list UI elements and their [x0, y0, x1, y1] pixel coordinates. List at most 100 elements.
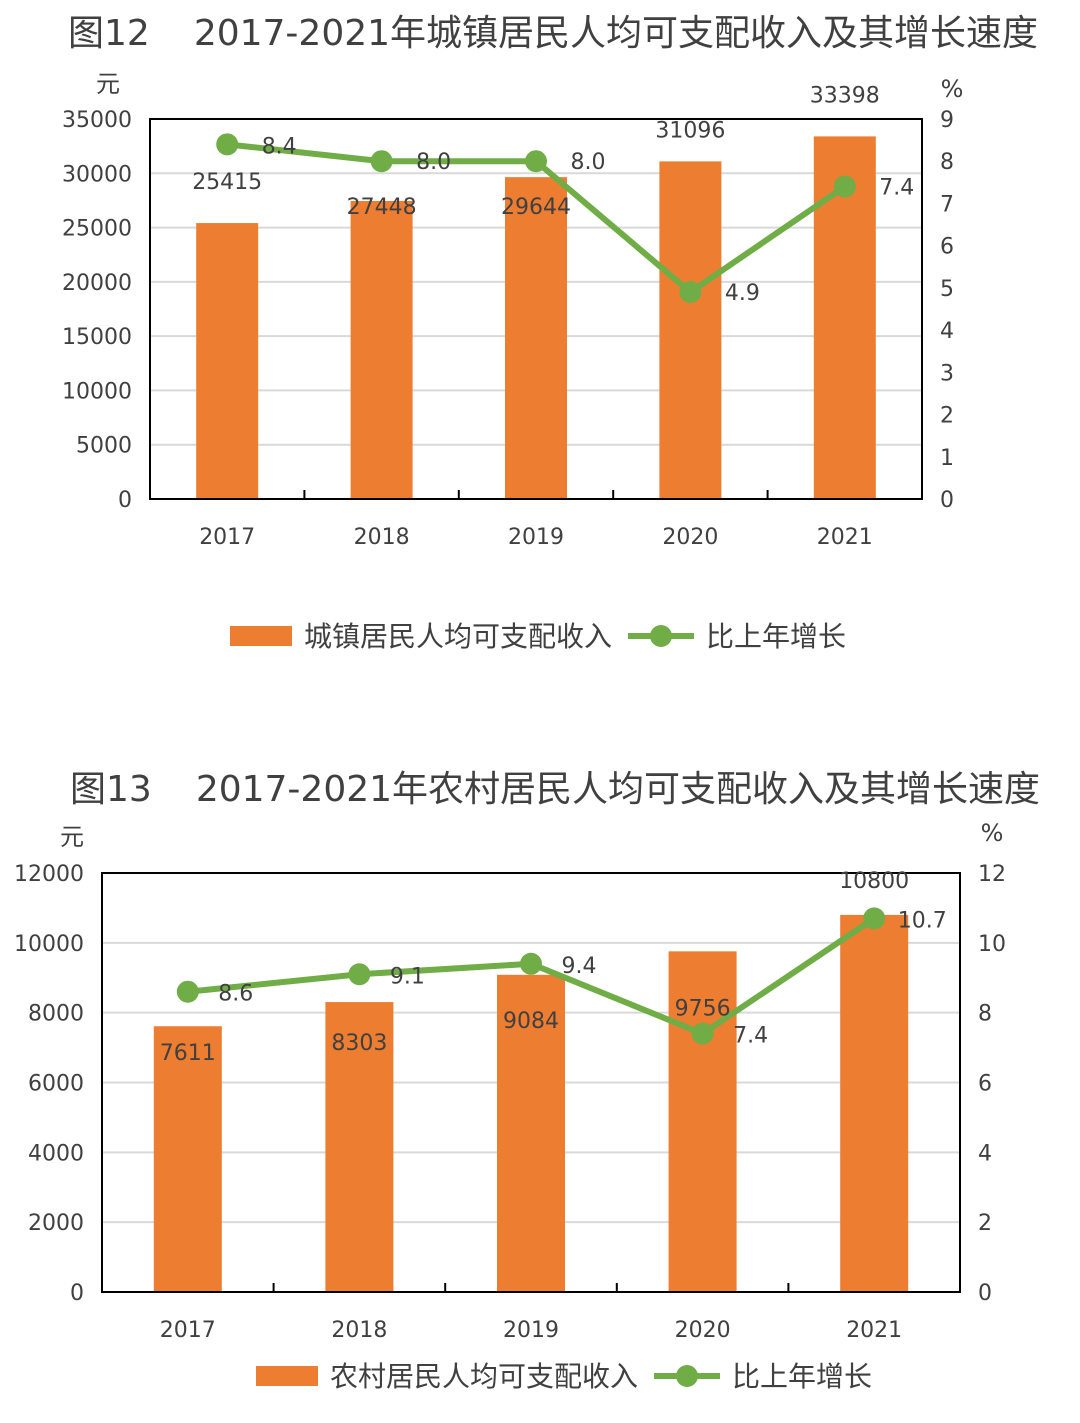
right-tick-label: 5	[940, 277, 954, 302]
legend-bar-swatch	[230, 626, 292, 646]
bar-value-label: 8303	[331, 1031, 387, 1056]
bar-value-label: 29644	[501, 195, 571, 220]
right-tick-label: 2	[940, 404, 954, 429]
growth-point-2021	[833, 175, 856, 198]
chart-1-number: 图12	[68, 13, 150, 54]
left-tick-label: 20000	[62, 271, 132, 296]
right-tick-label: 0	[940, 488, 954, 513]
x-tick-label: 2019	[503, 1318, 559, 1343]
left-tick-label: 30000	[62, 162, 132, 187]
growth-value-label: 8.0	[571, 150, 606, 175]
right-tick-label: 8	[978, 1002, 992, 1027]
growth-value-label: 8.6	[218, 982, 253, 1007]
legend-bar-label: 农村居民人均可支配收入	[330, 1360, 638, 1393]
left-tick-label: 0	[70, 1281, 84, 1306]
growth-value-label: 9.1	[390, 964, 425, 989]
bar-value-label: 31096	[655, 118, 725, 143]
growth-value-label: 8.0	[416, 150, 451, 175]
bar-value-label: 27448	[347, 195, 417, 220]
growth-value-label: 8.4	[262, 134, 297, 159]
growth-point-2017	[216, 133, 239, 156]
right-tick-label: 4	[940, 319, 954, 344]
right-tick-label: 7	[940, 192, 954, 217]
bar-2017	[196, 223, 259, 499]
chart-2-title-text: 2017-2021年农村居民人均可支配收入及其增长速度	[195, 769, 1041, 810]
x-tick-label: 2018	[354, 525, 410, 550]
right-tick-label: 4	[978, 1141, 992, 1166]
plot-frame	[149, 118, 923, 500]
x-tick-label: 2021	[817, 525, 873, 550]
bar-2020	[659, 161, 722, 499]
bar-value-label: 7611	[160, 1041, 216, 1066]
left-tick-label: 5000	[76, 434, 132, 459]
growth-point-2018	[348, 963, 371, 986]
bar-2018	[350, 200, 413, 499]
left-tick-label: 12000	[14, 862, 84, 887]
right-tick-label: 8	[940, 150, 954, 175]
bar-value-label: 9756	[675, 996, 731, 1021]
growth-point-2017	[176, 980, 199, 1003]
bar-2021	[840, 914, 909, 1292]
left-tick-label: 10000	[14, 932, 84, 957]
growth-point-2019	[525, 150, 547, 173]
bar-value-label: 10800	[839, 869, 909, 894]
x-tick-label: 2019	[508, 525, 564, 550]
left-tick-label: 35000	[62, 108, 132, 133]
chart-1-title: 图12 2017-2021年城镇居民人均可支配收入及其增长速度	[68, 4, 1038, 56]
growth-point-2020	[691, 1022, 714, 1045]
bar-2017	[153, 1026, 222, 1292]
bar-2020	[668, 951, 737, 1292]
chart-1-urban-income: 元 % 0 5000 10000 15000 20000 25000 30000 35000 0 1 2…	[62, 70, 964, 653]
right-tick-label: 6	[940, 235, 954, 260]
left-tick-label: 25000	[62, 217, 132, 242]
chart-1-title-text: 2017-2021年城镇居民人均可支配收入及其增长速度	[193, 13, 1039, 54]
legend-bar-swatch	[256, 1366, 318, 1386]
growth-point-2018	[370, 150, 393, 173]
growth-value-label: 9.4	[562, 954, 597, 979]
right-tick-label: 3	[940, 361, 954, 386]
left-tick-label: 2000	[28, 1211, 84, 1236]
chart-2-title: 图13 2017-2021年农村居民人均可支配收入及其增长速度	[70, 760, 1040, 812]
right-tick-label: 2	[978, 1211, 992, 1236]
left-axis-unit: 元	[96, 70, 120, 98]
bar-value-label: 9084	[503, 1009, 559, 1034]
left-tick-label: 0	[118, 488, 132, 513]
right-tick-label: 9	[940, 108, 954, 133]
legend-line-marker	[650, 625, 673, 647]
x-tick-label: 2021	[846, 1318, 902, 1343]
legend-line-label: 比上年增长	[732, 1360, 872, 1393]
x-tick-label: 2020	[675, 1318, 731, 1343]
growth-value-label: 10.7	[898, 908, 947, 933]
right-tick-label: 1	[940, 446, 954, 471]
right-axis-unit: %	[941, 75, 964, 103]
legend-line-label: 比上年增长	[706, 620, 846, 653]
right-tick-label: 10	[978, 932, 1006, 957]
left-tick-label: 4000	[28, 1141, 84, 1166]
growth-point-2020	[679, 281, 702, 304]
x-tick-label: 2017	[199, 525, 255, 550]
bar-value-label: 25415	[192, 170, 262, 195]
legend-bar-label: 城镇居民人均可支配收入	[304, 620, 612, 653]
left-tick-label: 10000	[62, 379, 132, 404]
left-tick-label: 6000	[28, 1072, 84, 1097]
left-axis-unit: 元	[60, 823, 84, 851]
growth-value-label: 4.9	[725, 281, 760, 306]
x-tick-label: 2020	[662, 525, 718, 550]
bar-2018	[325, 1002, 394, 1292]
left-tick-label: 8000	[28, 1002, 84, 1027]
right-tick-label: 0	[978, 1281, 992, 1306]
left-tick-label: 15000	[62, 325, 132, 350]
bar-2019	[505, 177, 567, 499]
x-tick-label: 2018	[331, 1318, 387, 1343]
plot-frame	[101, 872, 961, 1293]
x-tick-label: 2017	[160, 1318, 216, 1343]
chart-2-number: 图13	[70, 769, 152, 810]
right-axis-unit: %	[981, 819, 1004, 847]
bar-value-label: 33398	[810, 83, 880, 108]
growth-value-label: 7.4	[733, 1024, 768, 1049]
growth-value-label: 7.4	[879, 176, 914, 201]
growth-point-2021	[863, 907, 886, 930]
growth-point-2019	[520, 952, 542, 975]
bar-2019	[497, 974, 565, 1292]
